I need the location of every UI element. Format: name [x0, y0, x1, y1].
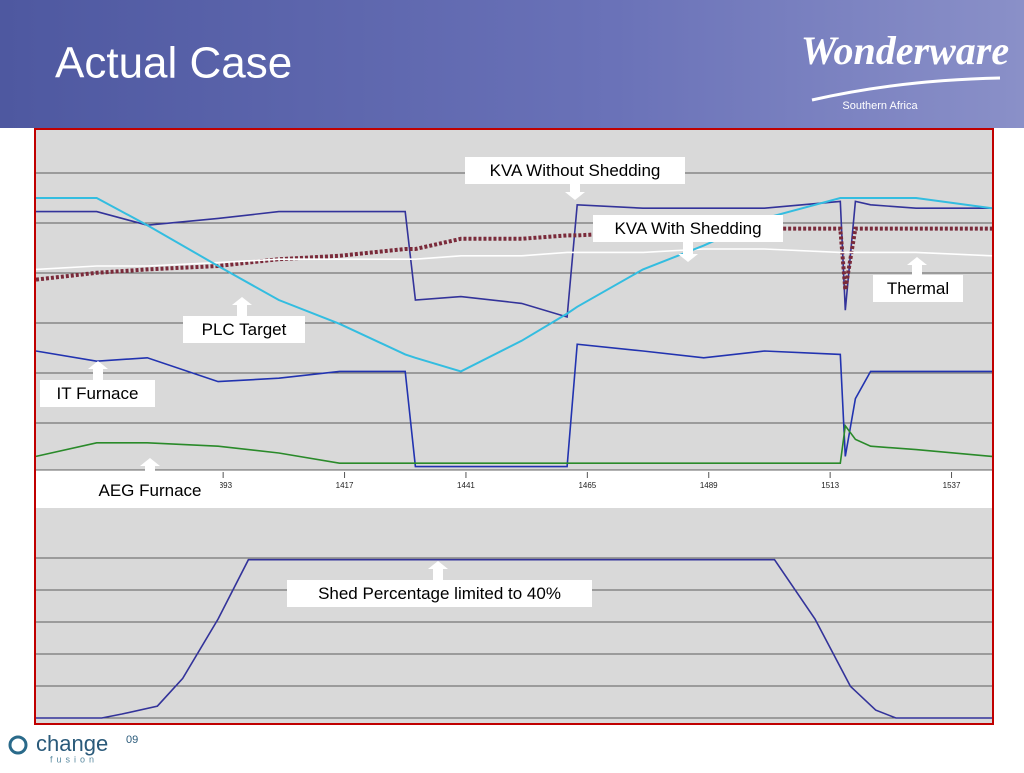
plot-area: [36, 528, 992, 723]
logo-mark: [8, 735, 28, 755]
callout-arrow: [678, 242, 698, 262]
plot-strip: [36, 508, 992, 528]
header-bg: [0, 0, 1024, 128]
callout-arrow: [88, 361, 108, 380]
x-tick-label: 1465: [578, 481, 596, 490]
series-line: [36, 197, 993, 373]
x-tick-label: 1537: [943, 481, 961, 490]
callout-label: KVA Without Shedding: [490, 161, 661, 180]
series-line: [35, 423, 993, 464]
callout-arrow: [428, 561, 448, 580]
footer-logo: change: [36, 731, 108, 756]
series-line: [35, 248, 993, 271]
marks: 1393 1417 1441 1465 1489 1513 1537: [35, 197, 993, 719]
callout-arrow: [565, 184, 585, 200]
callout-box: [873, 275, 963, 302]
series-line: [35, 343, 992, 468]
logo: Wonderware: [801, 28, 1009, 73]
grid: [36, 172, 992, 719]
callout-label: Thermal: [887, 279, 949, 298]
slide-title: Actual Case: [55, 39, 292, 88]
callout-label: AEG Furnace: [99, 481, 202, 500]
callout-arrow: [140, 458, 160, 477]
callouts: KVA Without Shedding KVA With Shedding The…: [40, 157, 963, 607]
x-tick-label: 1489: [700, 481, 718, 490]
footer-logo-subtitle: fusion: [50, 754, 98, 764]
callout-box: [80, 477, 220, 504]
x-tick-label: 1513: [821, 481, 839, 490]
callout-box: [183, 316, 305, 343]
x-tick-label: 1441: [457, 481, 475, 490]
callout-arrow: [907, 257, 927, 275]
callout-arrow: [232, 297, 252, 316]
callout-box: [593, 215, 783, 242]
callout-label: Shed Percentage limited to 40%: [318, 584, 561, 603]
series-line: [36, 558, 992, 719]
callout-box: [465, 157, 685, 184]
logo-swoosh: [811, 76, 1001, 102]
logo-subtitle: Southern Africa: [842, 100, 918, 112]
callout-label: KVA With Shedding: [614, 219, 761, 238]
footer-logo-suffix: 09: [126, 734, 138, 746]
plot-area: [36, 130, 992, 470]
callout-label: IT Furnace: [57, 384, 139, 403]
x-tick-label: 1393: [214, 481, 232, 490]
callout-box: [287, 580, 592, 607]
callout-box: [40, 380, 155, 407]
callout-label: PLC Target: [202, 320, 287, 339]
x-tick-label: 1417: [336, 481, 354, 490]
footer-logo: change 09 fusion: [8, 731, 138, 764]
